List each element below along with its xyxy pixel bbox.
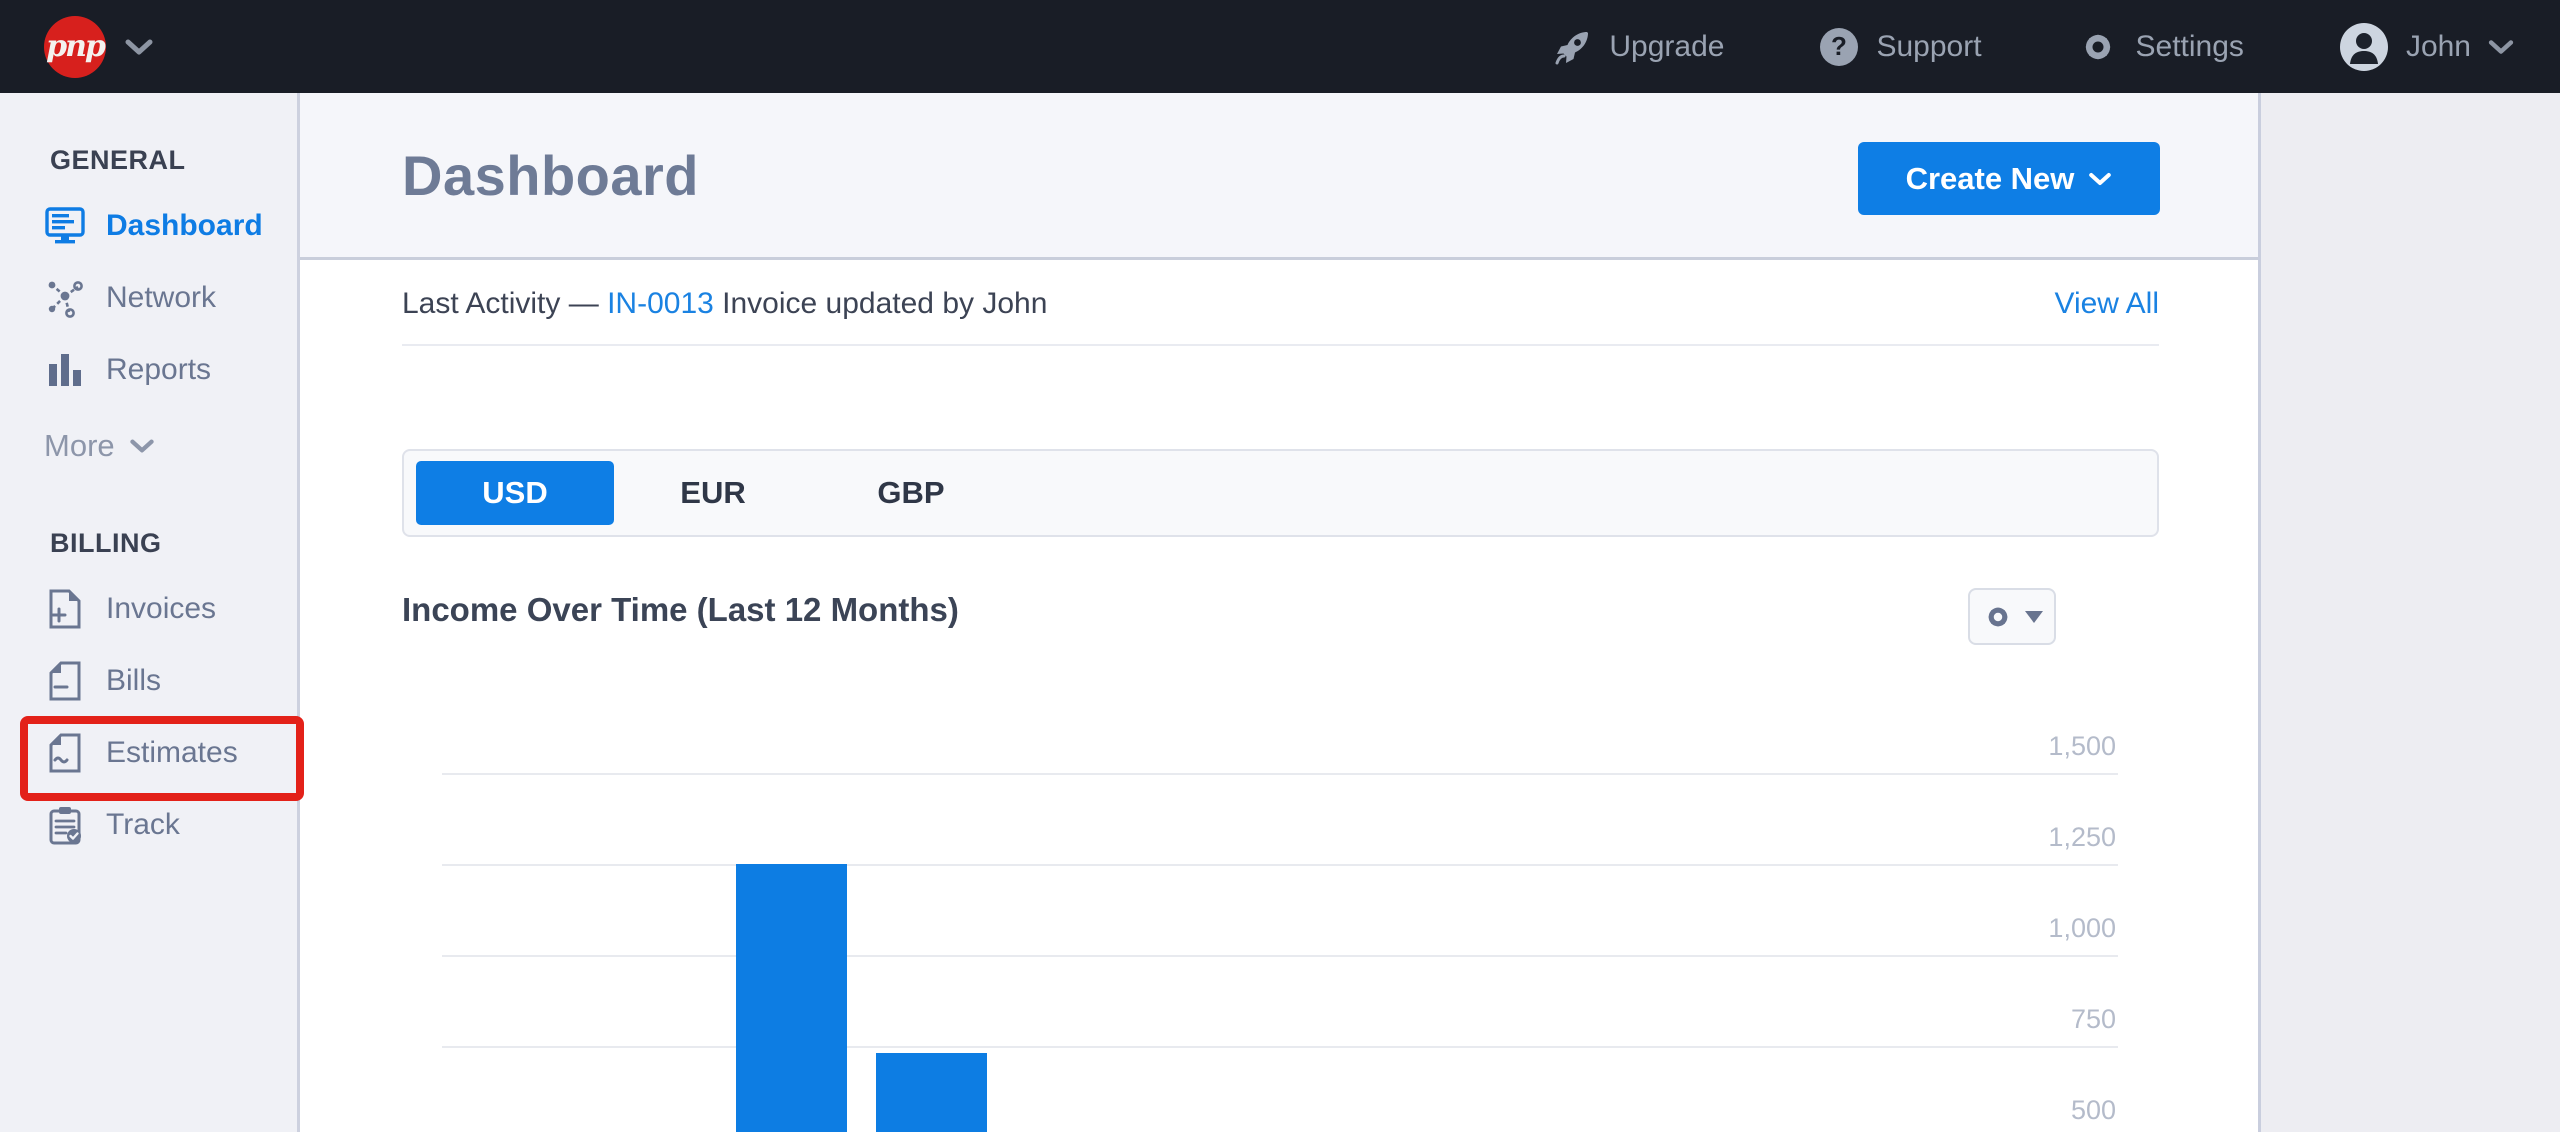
chart-bar (736, 864, 848, 1132)
sidebar: GENERAL Dashboard (0, 93, 300, 1132)
create-new-button[interactable]: Create New (1858, 142, 2160, 215)
chevron-down-icon (2488, 39, 2514, 54)
activity-description: Invoice updated by John (713, 286, 1048, 320)
chart-header: Income Over Time (Last 12 Months) (402, 580, 2159, 645)
right-gutter (2258, 93, 2560, 1132)
y-axis-tick-label: 1,500 (2048, 731, 2116, 761)
bill-minus-doc-icon (44, 660, 86, 702)
settings-button[interactable]: Settings (2076, 25, 2244, 69)
upgrade-label: Upgrade (1609, 29, 1725, 63)
sidebar-item-label: Invoices (106, 592, 217, 625)
help-circle-icon: ? (1820, 27, 1859, 66)
chevron-down-icon (125, 39, 153, 54)
sidebar-section-general: GENERAL (50, 145, 186, 175)
settings-label: Settings (2135, 29, 2244, 63)
dashboard-monitor-icon (44, 206, 86, 246)
income-chart: 1,500 1,250 1,000 750 500 (442, 700, 2118, 1132)
svg-text:?: ? (1832, 31, 1848, 61)
sidebar-item-estimates[interactable]: Estimates (0, 717, 297, 789)
chart-gridline (442, 955, 2118, 957)
chevron-down-icon (2089, 172, 2112, 185)
sidebar-item-track[interactable]: Track (0, 789, 297, 861)
user-name: John (2405, 29, 2471, 63)
sidebar-item-label: Reports (106, 353, 212, 386)
sidebar-item-invoices[interactable]: Invoices (0, 573, 297, 645)
chart-title: Income Over Time (Last 12 Months) (402, 591, 959, 628)
page-title: Dashboard (402, 143, 699, 207)
y-axis-tick-label: 1,000 (2048, 913, 2116, 943)
avatar (2339, 22, 2388, 71)
y-axis-tick-label: 750 (2070, 1004, 2116, 1034)
create-new-label: Create New (1905, 160, 2075, 196)
sidebar-item-label: Network (106, 281, 217, 314)
sidebar-item-label: Estimates (106, 736, 238, 769)
upgrade-button[interactable]: Upgrade (1553, 27, 1724, 67)
gear-icon (2085, 34, 2110, 59)
gear-icon (1988, 606, 2008, 627)
chart-gridline (442, 864, 2118, 866)
sidebar-item-reports[interactable]: Reports (0, 334, 297, 406)
topbar: pnp Upgrade ? Support (0, 0, 2560, 93)
activity-label: Last Activity — (402, 286, 608, 320)
support-button[interactable]: ? Support (1818, 26, 1982, 68)
sidebar-item-bills[interactable]: Bills (0, 645, 297, 717)
sidebar-item-network[interactable]: Network (0, 262, 297, 334)
invoice-link[interactable]: IN-0013 (607, 286, 714, 320)
view-all-link[interactable]: View All (2054, 286, 2159, 320)
chevron-down-icon (129, 439, 154, 453)
chart-gridline (442, 1046, 2118, 1048)
tab-usd[interactable]: USD (416, 461, 614, 525)
track-clipboard-icon (44, 804, 86, 846)
logo-menu[interactable]: pnp (44, 15, 154, 78)
sidebar-more-button[interactable]: More (44, 416, 297, 476)
y-axis-tick-label: 500 (2070, 1095, 2116, 1125)
chart-bar (876, 1053, 987, 1132)
sidebar-item-label: Dashboard (106, 209, 263, 242)
last-activity-text: Last Activity — IN-0013 Invoice updated … (402, 287, 1047, 321)
sidebar-item-dashboard[interactable]: Dashboard (0, 190, 297, 262)
currency-tabbar: USD EUR GBP (402, 449, 2159, 537)
main-content: Dashboard Create New Last Activity — IN-… (300, 93, 2258, 1132)
dropdown-caret-icon (2025, 610, 2043, 623)
tab-eur[interactable]: EUR (680, 475, 746, 510)
topbar-nav: Upgrade ? Support Settings (1553, 21, 2515, 73)
app-logo: pnp (44, 15, 106, 78)
rocket-icon (1555, 31, 1589, 64)
invoice-plus-doc-icon (44, 588, 86, 630)
last-activity-row: Last Activity — IN-0013 Invoice updated … (402, 263, 2159, 346)
support-label: Support (1876, 29, 1982, 63)
tab-gbp[interactable]: GBP (877, 475, 945, 510)
user-menu[interactable]: John (2338, 21, 2515, 73)
sidebar-item-label: Track (106, 808, 180, 841)
sidebar-item-label: Bills (106, 664, 162, 697)
chart-gridline (442, 773, 2118, 775)
network-icon (44, 277, 86, 319)
page-header: Dashboard Create New (300, 93, 2258, 260)
sidebar-section-billing: BILLING (50, 528, 162, 558)
more-label: More (44, 428, 115, 463)
reports-bar-chart-icon (44, 350, 86, 390)
chart-settings-button[interactable] (1968, 588, 2056, 645)
estimate-tilde-doc-icon (44, 732, 86, 774)
y-axis-tick-label: 1,250 (2048, 822, 2116, 852)
